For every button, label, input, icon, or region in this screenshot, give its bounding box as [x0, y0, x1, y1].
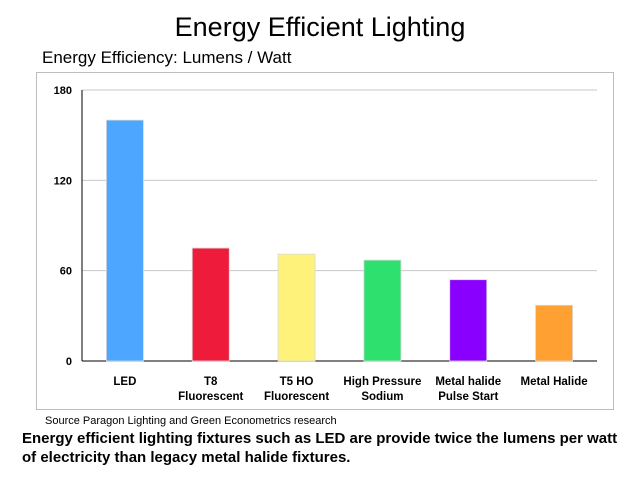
y-tick-label: 180 — [54, 85, 72, 97]
x-category-label-line: High Pressure — [343, 376, 421, 388]
y-tick-label: 120 — [54, 175, 72, 187]
x-category-label: LED — [113, 376, 136, 388]
x-category-label: Metal Halide — [521, 376, 588, 388]
x-category-label: T5 HO Fluorescent — [264, 376, 329, 403]
source-note: Source Paragon Lighting and Green Econom… — [45, 415, 337, 427]
y-tick-label: 0 — [66, 356, 72, 368]
x-category-label-line: Fluorescent — [178, 391, 243, 403]
x-category-label-line: T8 — [204, 376, 218, 388]
chart-subtitle: Energy Efficiency: Lumens / Watt — [42, 48, 292, 67]
bar-chart: 0 60 120 180 LED T8 Fluorescent T5 HO Fluorescen… — [54, 85, 597, 403]
x-category-label: Metal halide Pulse Start — [435, 376, 501, 403]
x-category-label-line: Metal halide — [435, 376, 501, 388]
x-category-label: High Pressure Sodium — [343, 376, 421, 403]
bar — [535, 304, 573, 362]
x-category-label-line: Sodium — [361, 391, 403, 403]
chart-title: Energy Efficient Lighting — [174, 12, 466, 42]
x-category-label-line: T5 HO — [280, 376, 314, 388]
x-category-label: T8 Fluorescent — [178, 376, 243, 403]
footnote: Energy efficient lighting fixtures such … — [22, 430, 618, 466]
bar — [449, 279, 488, 362]
bar — [191, 247, 230, 362]
x-category-label-line: Metal Halide — [521, 376, 588, 388]
y-tick-label: 60 — [60, 266, 72, 278]
x-category-label-line: Fluorescent — [264, 391, 329, 403]
x-category-label-line: LED — [113, 376, 136, 388]
chart-panel: 0 60 120 180 LED T8 Fluorescent T5 HO Fluorescen… — [36, 72, 614, 410]
x-category-label-line: Pulse Start — [438, 391, 498, 403]
bar — [277, 253, 316, 362]
bar — [106, 119, 144, 362]
bar — [363, 259, 402, 362]
